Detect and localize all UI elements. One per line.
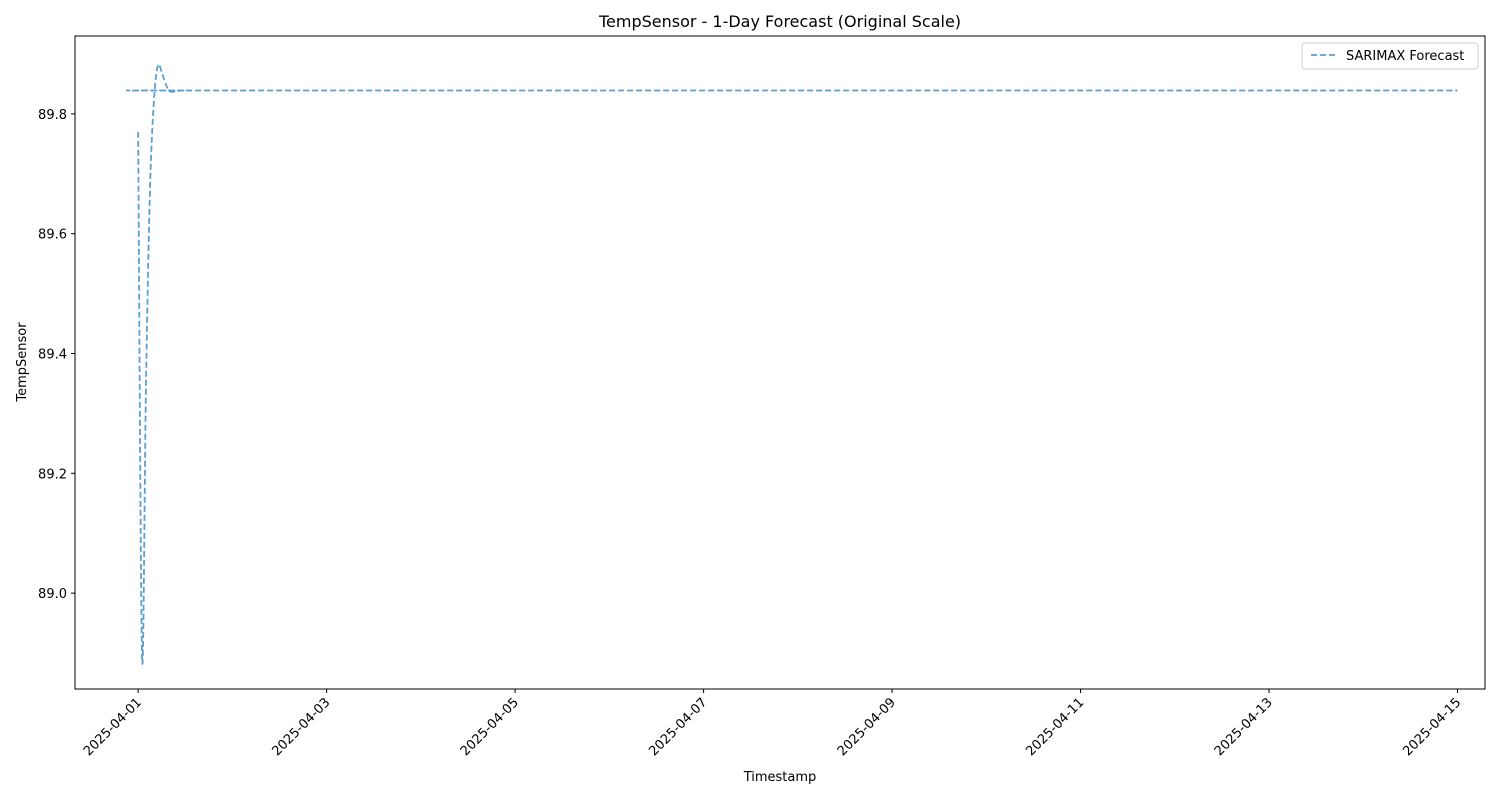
- legend-label: SARIMAX Forecast: [1346, 49, 1464, 64]
- series-point: [173, 91, 174, 92]
- series-point: [161, 71, 162, 72]
- x-axis-label: Timestamp: [743, 770, 817, 785]
- x-tick-label: 2025-04-03: [269, 695, 333, 759]
- y-axis-label: TempSensor: [15, 322, 30, 403]
- series-point: [141, 658, 142, 659]
- y-tick-label: 89.2: [38, 467, 67, 482]
- series-point: [138, 131, 139, 132]
- series-point: [169, 91, 170, 92]
- chart-title: TempSensor - 1-Day Forecast (Original Sc…: [598, 12, 961, 31]
- y-tick-label: 89.6: [38, 228, 67, 243]
- series-point: [157, 65, 158, 66]
- series-point: [177, 91, 178, 92]
- plot-area-frame: [74, 35, 1486, 690]
- legend: SARIMAX Forecast: [1301, 42, 1479, 70]
- x-tick-label: 2025-04-01: [81, 695, 145, 759]
- y-tick-label: 89.8: [38, 108, 67, 123]
- series-layer: [125, 63, 1458, 665]
- series-point: [185, 90, 186, 91]
- x-axis: 2025-04-01 2025-04-03 2025-04-05 2025-04-07…: [81, 689, 1464, 759]
- series-line: [125, 63, 1458, 665]
- x-tick-label: 2025-04-13: [1212, 695, 1276, 759]
- x-tick-label: 2025-04-15: [1400, 695, 1464, 759]
- x-tick-label: 2025-04-05: [458, 695, 522, 759]
- y-tick-label: 89.4: [38, 348, 67, 363]
- series-point: [149, 191, 150, 192]
- x-tick-label: 2025-04-07: [646, 695, 710, 759]
- x-tick-label: 2025-04-09: [835, 695, 899, 759]
- x-tick-label: 2025-04-11: [1023, 695, 1087, 759]
- legend-box: [1301, 42, 1479, 70]
- series-point: [153, 101, 154, 102]
- y-axis: 89.0 89.2 89.4 89.6 89.8: [38, 108, 75, 602]
- series-point: [165, 83, 166, 84]
- series-point: [145, 383, 146, 384]
- series-point: [1457, 90, 1458, 91]
- series-point: [232, 90, 233, 91]
- y-tick-label: 89.0: [38, 587, 67, 602]
